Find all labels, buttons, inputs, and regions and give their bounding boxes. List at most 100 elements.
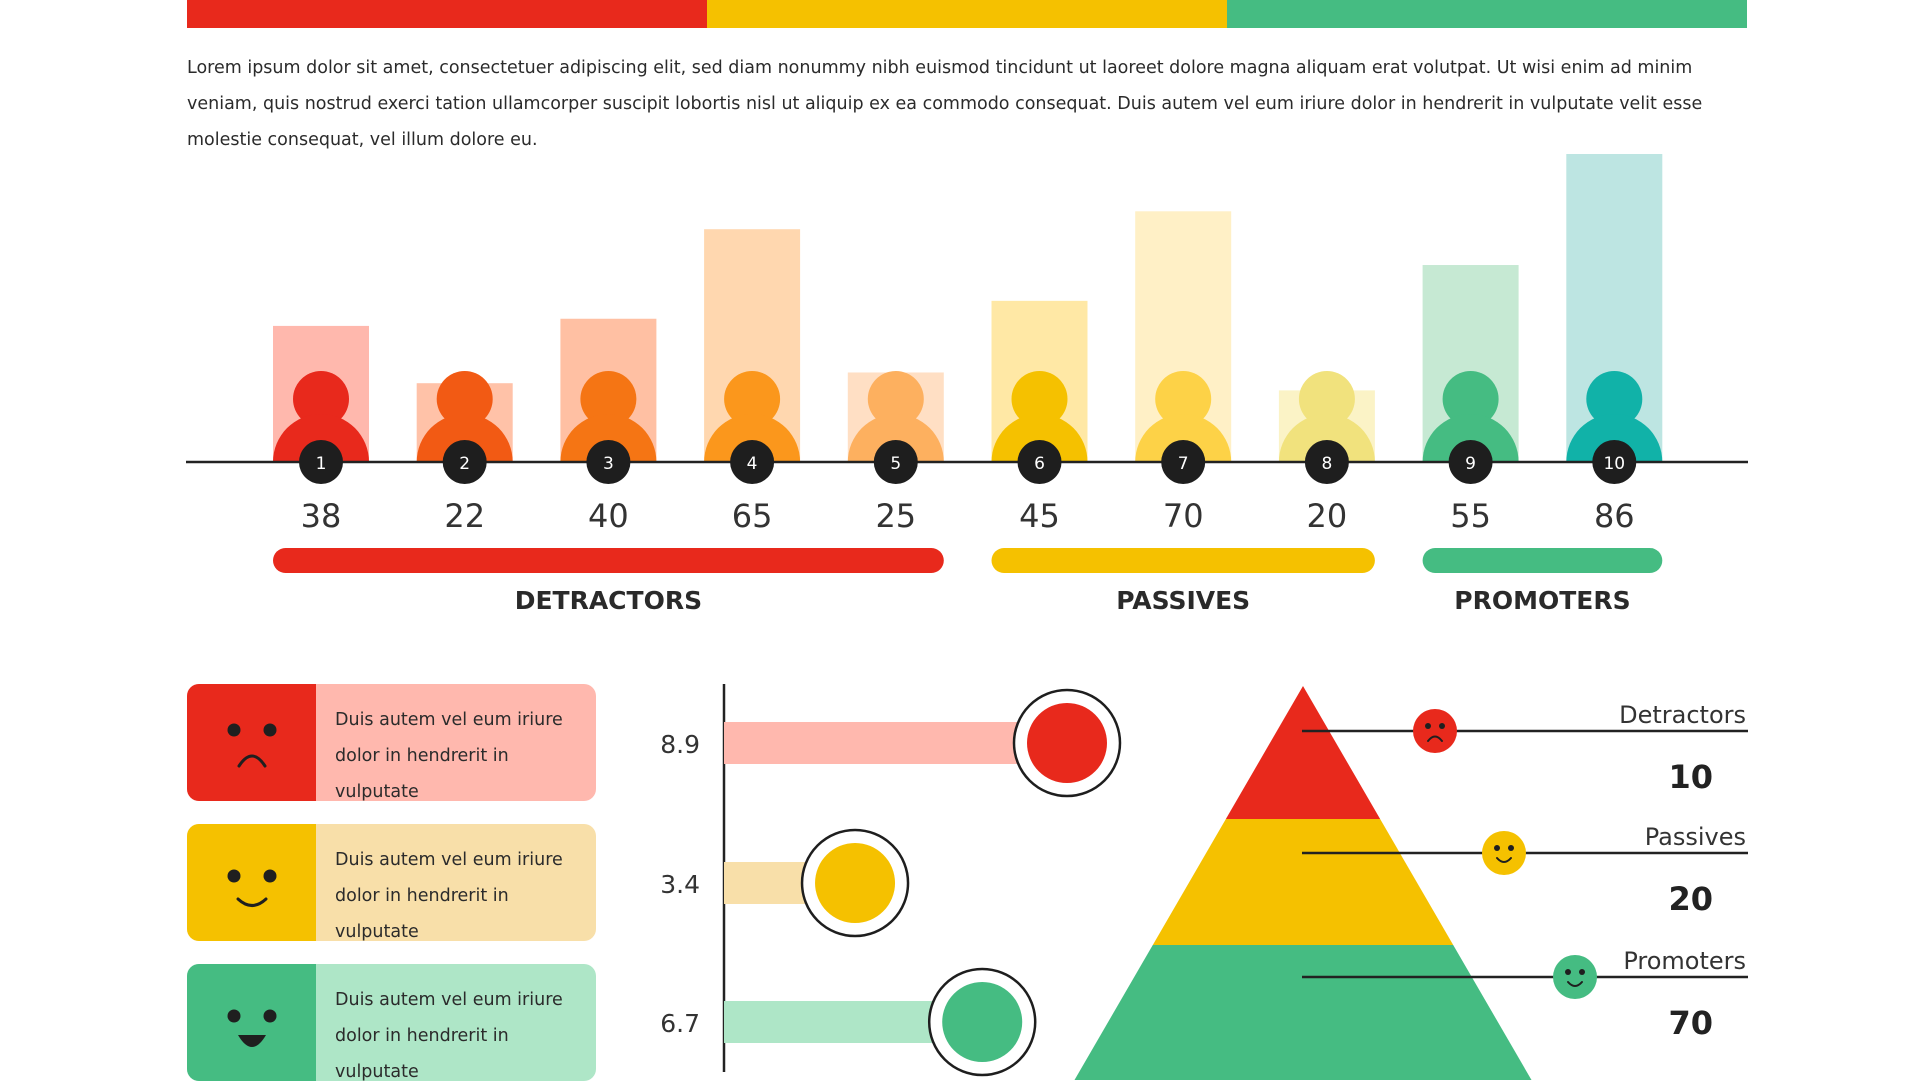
card-text: Duis autem vel eum iriure dolor in hendr…: [335, 982, 585, 1081]
value-label: 65: [732, 497, 773, 535]
category-label: 9: [1465, 454, 1476, 474]
person-icon: [1135, 371, 1232, 462]
card-text-line: dolor in hendrerit in vulputate: [335, 746, 509, 801]
emoji-mouth: [1427, 735, 1443, 742]
emoji-eye: [1579, 969, 1585, 975]
score-track: [724, 722, 1067, 764]
top-bar-segment-red: [187, 0, 707, 28]
person-icon: [1278, 371, 1375, 462]
pyramid-category-label: Passives: [1645, 823, 1746, 851]
emoji-face: [1482, 831, 1526, 875]
score-marker: [815, 843, 896, 923]
person-icon: [704, 371, 801, 462]
sad-face-panel: [187, 684, 316, 801]
category-badge: [1161, 440, 1206, 484]
person-icon: [991, 371, 1088, 462]
person-body: [273, 414, 369, 462]
card-text-line: dolor in hendrerit in vulputate: [335, 1026, 509, 1081]
pyramid-value-label: 70: [1668, 1004, 1713, 1042]
pyramid-value-label: 20: [1668, 880, 1713, 918]
card-text: Duis autem vel eum iriure dolor in hendr…: [335, 702, 585, 801]
person-head: [724, 371, 781, 427]
person-body: [416, 414, 513, 462]
person-head: [580, 371, 637, 427]
category-badge: [1448, 440, 1493, 484]
category-label: 2: [459, 454, 470, 474]
category-label: 3: [603, 454, 614, 474]
person-head: [293, 371, 349, 427]
pyramid-section: [1225, 686, 1381, 819]
person-head: [1586, 371, 1643, 427]
value-label: 55: [1450, 497, 1491, 535]
card-text: Duis autem vel eum iriure dolor in hendr…: [335, 842, 585, 941]
pyramid-value-label: 10: [1668, 758, 1713, 796]
smile-face-icon: [1482, 831, 1526, 875]
emoji-eye: [1439, 723, 1445, 729]
score-label: 6.7: [660, 1009, 700, 1038]
person-body: [847, 414, 944, 462]
category-label: 4: [747, 454, 758, 474]
category-badge: [299, 440, 343, 484]
value-label: 70: [1163, 497, 1204, 535]
pyramid-section: [1152, 819, 1454, 945]
person-head: [867, 371, 924, 427]
score-marker: [1027, 703, 1107, 783]
sad-face-icon: [227, 723, 277, 768]
category-badge: [586, 440, 631, 484]
category-badge: [873, 440, 918, 484]
category-badge: [1592, 440, 1637, 484]
person-body: [991, 414, 1088, 462]
group-label: DETRACTORS: [515, 586, 702, 615]
value-label: 25: [875, 497, 916, 535]
group-label: PASSIVES: [1116, 586, 1250, 615]
emoji-eye: [1494, 845, 1500, 851]
value-label: 22: [444, 497, 485, 535]
value-label: 86: [1594, 497, 1635, 535]
top-bar-segment-yellow: [707, 0, 1227, 28]
emoji-face: [1413, 709, 1457, 753]
intro-paragraph: Lorem ipsum dolor sit amet, consectetuer…: [187, 58, 1703, 150]
value-label: 20: [1307, 497, 1348, 535]
emoji-eye: [1565, 969, 1571, 975]
category-label: 8: [1321, 454, 1332, 474]
category-label: 6: [1034, 454, 1045, 474]
value-label: 38: [301, 497, 342, 535]
pyramid-category-label: Promoters: [1623, 947, 1746, 975]
group-label: PROMOTERS: [1454, 586, 1630, 615]
person-body: [1422, 414, 1519, 462]
value-label: 40: [588, 497, 629, 535]
score-label: 8.9: [660, 730, 700, 759]
category-label: 5: [890, 454, 901, 474]
value-label: 45: [1019, 497, 1060, 535]
category-label: 7: [1178, 454, 1189, 474]
happy-face-icon: [227, 1009, 277, 1047]
mood-card-passives: Duis autem vel eum iriure dolor in hendr…: [187, 824, 596, 941]
category-badge: [442, 440, 487, 484]
mood-card-promoters: Duis autem vel eum iriure dolor in hendr…: [187, 964, 596, 1081]
group-bar: [1422, 548, 1663, 573]
nps-bar-chart: 1382223404655256457708209551086DETRACTOR…: [186, 154, 1748, 615]
emoji-eye: [1425, 723, 1431, 729]
card-text-line: Duis autem vel eum iriure: [335, 850, 563, 870]
category-badge: [730, 440, 775, 484]
happy-face-panel: [187, 964, 316, 1081]
person-icon: [416, 371, 513, 462]
mood-card-detractors: Duis autem vel eum iriure dolor in hendr…: [187, 684, 596, 801]
pyramid-category-label: Detractors: [1619, 701, 1746, 729]
top-color-bar: [187, 0, 1747, 28]
group-bar: [991, 548, 1375, 573]
smile-face-icon: [227, 869, 277, 907]
emoji-mouth: [1496, 857, 1512, 863]
group-bar: [273, 548, 944, 573]
person-body: [560, 414, 657, 462]
person-icon: [560, 371, 657, 462]
person-icon: [273, 371, 369, 462]
top-bar-segment-green: [1227, 0, 1747, 28]
person-body: [704, 414, 801, 462]
person-icon: [1422, 371, 1519, 462]
smile-face-panel: [187, 824, 316, 941]
category-badge: [1304, 440, 1349, 484]
person-icon: [1566, 371, 1663, 462]
emoji-mouth: [1567, 981, 1583, 987]
